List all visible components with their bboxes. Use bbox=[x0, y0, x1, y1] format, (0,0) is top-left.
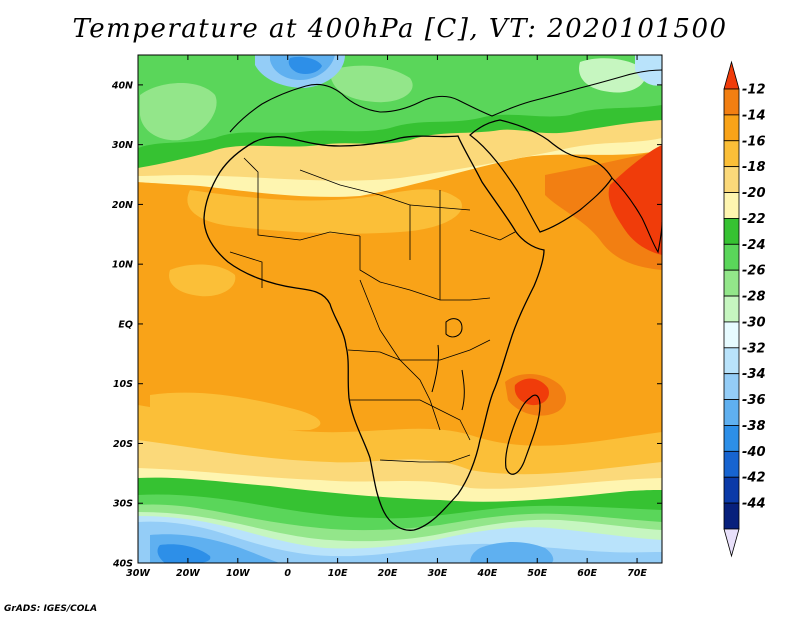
colorbar-label: -40 bbox=[742, 445, 766, 460]
colorbar-label: -32 bbox=[742, 341, 766, 356]
colorbar-swatch bbox=[723, 88, 740, 116]
colorbar-label: -24 bbox=[742, 238, 766, 253]
x-tick-label: 0 bbox=[284, 568, 291, 579]
x-tick-label: 50E bbox=[527, 568, 547, 579]
field-south-36b bbox=[470, 542, 554, 563]
colorbar-swatch bbox=[723, 218, 740, 245]
x-tick-label: 10E bbox=[328, 568, 348, 579]
colorbar-swatch bbox=[723, 192, 740, 219]
y-tick-label: 30N bbox=[112, 140, 133, 151]
colorbar-swatch bbox=[723, 373, 740, 400]
lake-malawi bbox=[461, 369, 465, 411]
colorbar-label: -44 bbox=[742, 497, 766, 512]
temperature-field bbox=[138, 55, 662, 563]
colorbar-label: -34 bbox=[742, 367, 766, 382]
credit-text: GrADS: IGES/COLA bbox=[4, 604, 98, 614]
y-tick-label: 10N bbox=[112, 260, 133, 271]
x-tick-label: 30W bbox=[126, 568, 150, 579]
y-tick-label: 20S bbox=[113, 439, 133, 450]
x-axis: 30W 20W 10W 0 10E 20E 30E 40E 50E 60E 70E bbox=[126, 55, 647, 579]
field-south-38 bbox=[157, 544, 211, 563]
lake-victoria bbox=[445, 318, 463, 338]
y-tick-label: 30S bbox=[113, 499, 133, 510]
colorbar-label: -12 bbox=[742, 83, 766, 98]
colorbar-swatch bbox=[723, 321, 740, 349]
colorbar-top-triangle bbox=[723, 60, 740, 90]
chart-title: Temperature at 400hPa [C], VT: 202010150… bbox=[72, 14, 728, 44]
colorbar-swatch bbox=[723, 425, 740, 452]
colorbar-label: -38 bbox=[742, 419, 766, 434]
colorbar: -12 -14 -16 -18 -20 -22 -24 -26 -28 -30 -32 -34 -36 -… bbox=[723, 60, 766, 558]
field-warm-18-atlantic bbox=[169, 264, 236, 297]
colorbar-swatch bbox=[723, 347, 740, 375]
x-tick-label: 20E bbox=[378, 568, 398, 579]
field-warm-18-south bbox=[150, 392, 321, 431]
madagascar-outline bbox=[505, 394, 541, 475]
field-warm-12-mada bbox=[514, 378, 549, 406]
y-tick-label: EQ bbox=[118, 319, 133, 330]
colorbar-label: -42 bbox=[742, 471, 766, 486]
y-tick-label: 10S bbox=[113, 379, 133, 390]
colorbar-swatch bbox=[723, 502, 740, 530]
colorbar-swatch bbox=[723, 114, 740, 142]
x-tick-label: 40E bbox=[476, 568, 497, 579]
x-tick-label: 30E bbox=[428, 568, 448, 579]
colorbar-swatch bbox=[723, 269, 740, 297]
colorbar-swatch bbox=[723, 295, 740, 323]
europe-coast bbox=[229, 69, 662, 133]
colorbar-label: -22 bbox=[742, 212, 766, 227]
colorbar-label: -18 bbox=[742, 160, 766, 175]
colorbar-swatch bbox=[723, 476, 740, 504]
y-tick-label: 20N bbox=[112, 200, 133, 211]
colorbar-swatch bbox=[723, 450, 740, 478]
country-borders bbox=[229, 157, 516, 463]
colorbar-bottom-triangle bbox=[723, 528, 740, 558]
colorbar-label: -14 bbox=[742, 108, 766, 123]
lake-tanganyika bbox=[431, 344, 439, 393]
x-tick-label: 10W bbox=[226, 568, 250, 579]
y-tick-label: 40S bbox=[112, 559, 133, 570]
y-axis: 40N 30N 20N 10N EQ 10S 20S 30S 40S bbox=[111, 80, 662, 570]
field-north-28 bbox=[140, 82, 217, 141]
field-warm-18-sahara bbox=[187, 189, 462, 234]
colorbar-swatch bbox=[723, 399, 740, 426]
colorbar-label: -36 bbox=[742, 393, 766, 408]
colorbar-swatch bbox=[723, 140, 740, 168]
field-warm-12-india bbox=[608, 145, 662, 255]
colorbar-label: -20 bbox=[742, 186, 766, 201]
field-north-28b bbox=[330, 65, 413, 103]
field-north-38 bbox=[288, 56, 322, 74]
x-tick-label: 60E bbox=[577, 568, 597, 579]
colorbar-label: -16 bbox=[742, 134, 766, 149]
colorbar-label: -30 bbox=[742, 315, 766, 330]
colorbar-label: -28 bbox=[742, 290, 766, 305]
africa-coastline bbox=[203, 135, 545, 531]
x-tick-label: 20W bbox=[176, 568, 200, 579]
colorbar-swatch bbox=[723, 166, 740, 193]
x-tick-label: 70E bbox=[627, 568, 647, 579]
plot-frame bbox=[137, 54, 663, 564]
india-coast bbox=[611, 177, 662, 254]
colorbar-swatch bbox=[723, 243, 740, 271]
y-tick-label: 40N bbox=[111, 80, 133, 91]
colorbar-label: -26 bbox=[742, 264, 766, 279]
